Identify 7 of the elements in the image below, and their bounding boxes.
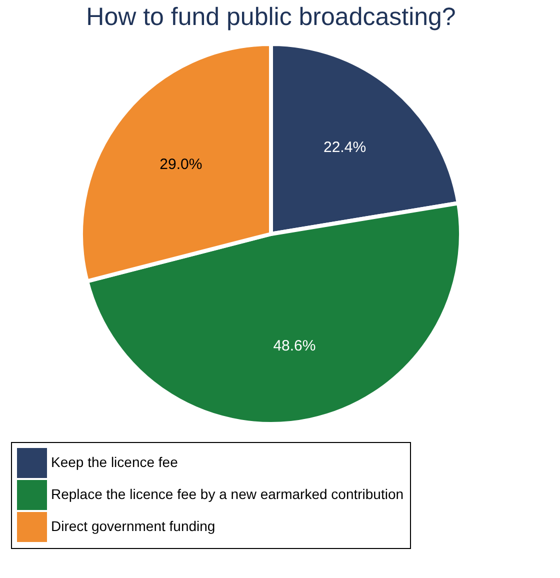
legend-label: Keep the licence fee (51, 454, 178, 470)
legend-label: Replace the licence fee by a new earmarked contribution (51, 486, 404, 502)
data-label: 29.0% (160, 156, 202, 174)
data-label: 48.6% (273, 338, 316, 355)
chart-title: How to fund public broadcasting? (86, 3, 456, 31)
data-label: 22.4% (323, 139, 366, 156)
legend-label: Direct government funding (51, 518, 216, 534)
